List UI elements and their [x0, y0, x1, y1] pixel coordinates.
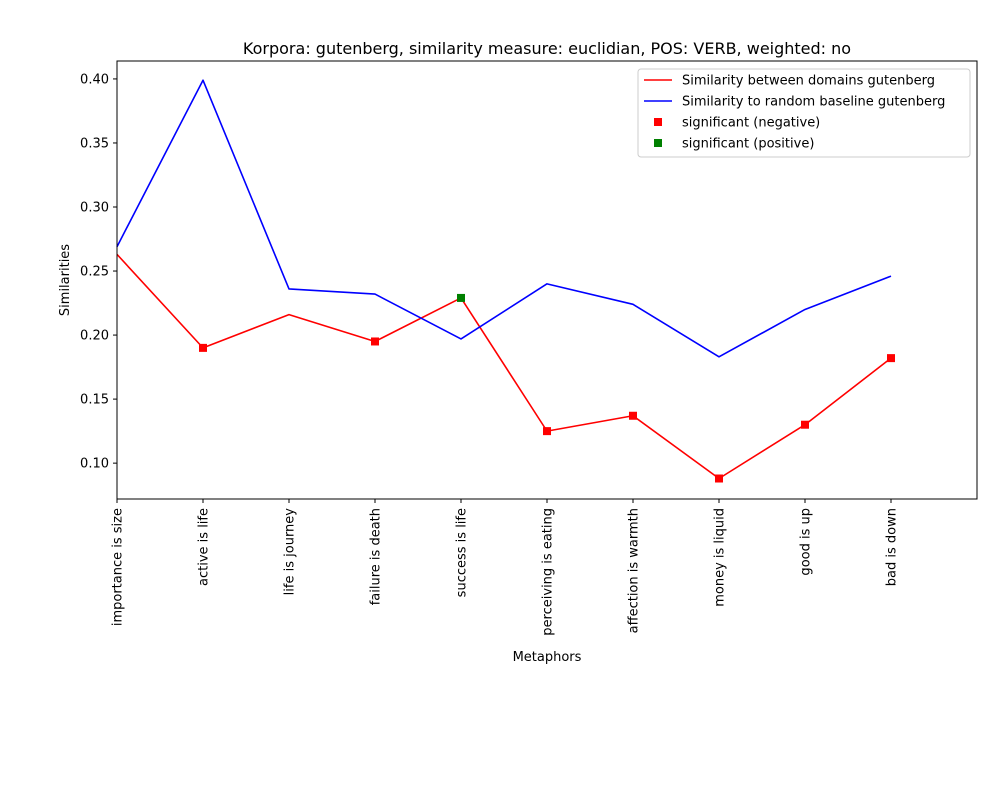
x-axis-label: Metaphors — [513, 650, 582, 665]
series-line-1 — [116, 79, 892, 358]
y-axis-label: Similarities — [58, 244, 73, 316]
x-tick-label: success is life — [455, 508, 470, 597]
marker-point — [457, 293, 465, 302]
legend-entry-label: significant (negative) — [682, 116, 820, 131]
y-tick-label: 0.25 — [80, 265, 109, 280]
x-tick-label: importance is size — [111, 508, 126, 626]
x-tick-label: money is liquid — [713, 508, 728, 607]
legend-entry-label: Similarity between domains gutenberg — [682, 74, 935, 89]
y-tick-label: 0.40 — [80, 72, 109, 87]
x-tick-label: life is journey — [283, 508, 298, 596]
plot-area — [116, 79, 895, 483]
marker-point — [887, 354, 895, 363]
marker-point — [371, 337, 379, 346]
y-tick-label: 0.15 — [80, 393, 109, 408]
x-tick-label: active is life — [197, 508, 212, 586]
marker-point — [801, 420, 809, 429]
y-tick-label: 0.35 — [80, 136, 109, 151]
x-tick-label: good is up — [799, 508, 814, 576]
axes: 0.10 0.15 0.20 0.25 0.30 0.35 0.40 importance i… — [80, 60, 978, 636]
marker-point — [199, 343, 207, 352]
x-tick-label: bad is down — [885, 508, 900, 586]
legend-entry-label: Similarity to random baseline gutenberg — [682, 95, 945, 110]
x-tick-label: failure is death — [369, 508, 384, 605]
marker-point — [629, 411, 637, 420]
y-tick-label: 0.30 — [80, 201, 109, 216]
series-line-0 — [116, 253, 892, 480]
y-tick-label: 0.10 — [80, 457, 109, 472]
legend: Similarity between domains gutenberg Simi… — [637, 68, 971, 158]
legend-entry-label: significant (positive) — [682, 137, 814, 152]
y-tick-label: 0.20 — [80, 329, 109, 344]
x-tick-label: affection is warmth — [627, 508, 642, 633]
marker-point — [715, 474, 723, 483]
legend-marker-swatch — [654, 139, 662, 147]
legend-box — [637, 68, 971, 158]
marker-point — [543, 427, 551, 436]
x-tick-label: perceiving is eating — [541, 508, 556, 636]
legend-marker-swatch — [654, 118, 662, 126]
chart-title: Korpora: gutenberg, similarity measure: … — [243, 39, 851, 58]
